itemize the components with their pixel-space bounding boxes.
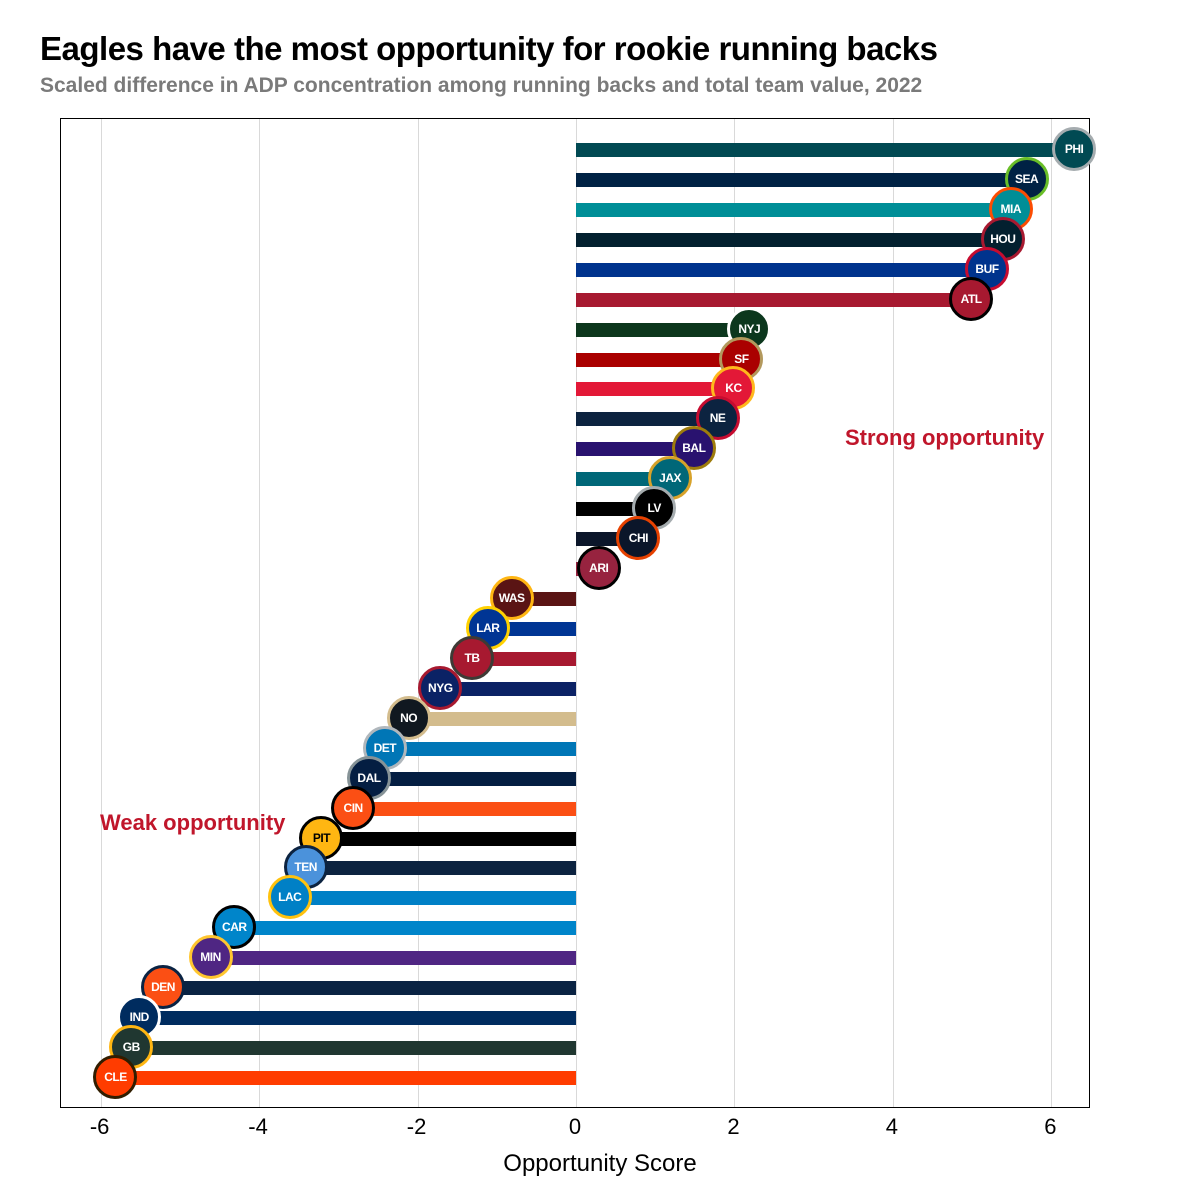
- bar: [291, 891, 576, 905]
- team-logo: ATL: [949, 277, 993, 321]
- chart-container: Eagles have the most opportunity for roo…: [0, 0, 1200, 1200]
- team-logo: LAC: [268, 875, 312, 919]
- x-tick: 4: [886, 1114, 898, 1140]
- bar: [354, 802, 576, 816]
- team-logo: ARI: [577, 546, 621, 590]
- chart-title: Eagles have the most opportunity for roo…: [40, 30, 937, 68]
- x-tick: -4: [248, 1114, 268, 1140]
- x-tick: -6: [90, 1114, 110, 1140]
- bar: [576, 323, 750, 337]
- bar: [132, 1041, 576, 1055]
- x-axis-label: Opportunity Score: [503, 1150, 696, 1178]
- bar: [116, 1071, 576, 1085]
- bar: [576, 353, 742, 367]
- bar: [576, 143, 1075, 157]
- annotation: Weak opportunity: [100, 810, 285, 836]
- bar: [322, 832, 576, 846]
- bar: [235, 921, 576, 935]
- bar: [212, 951, 576, 965]
- x-tick: -2: [407, 1114, 427, 1140]
- bar: [576, 233, 1004, 247]
- bar: [576, 173, 1028, 187]
- bar: [410, 712, 576, 726]
- team-logo: CLE: [93, 1055, 137, 1099]
- bar: [386, 742, 576, 756]
- team-logo: CHI: [616, 516, 660, 560]
- x-tick: 2: [727, 1114, 739, 1140]
- x-tick: 6: [1044, 1114, 1056, 1140]
- bar: [576, 293, 972, 307]
- bar: [164, 981, 576, 995]
- gridline: [1051, 119, 1052, 1107]
- bar: [307, 861, 576, 875]
- bar: [140, 1011, 576, 1025]
- chart-subtitle: Scaled difference in ADP concentration a…: [40, 74, 922, 98]
- bar: [370, 772, 576, 786]
- gridline: [101, 119, 102, 1107]
- team-logo: MIN: [189, 935, 233, 979]
- bar: [576, 263, 988, 277]
- x-tick: 0: [569, 1114, 581, 1140]
- bar: [576, 203, 1012, 217]
- annotation: Strong opportunity: [845, 425, 1044, 451]
- team-logo: PHI: [1052, 127, 1096, 171]
